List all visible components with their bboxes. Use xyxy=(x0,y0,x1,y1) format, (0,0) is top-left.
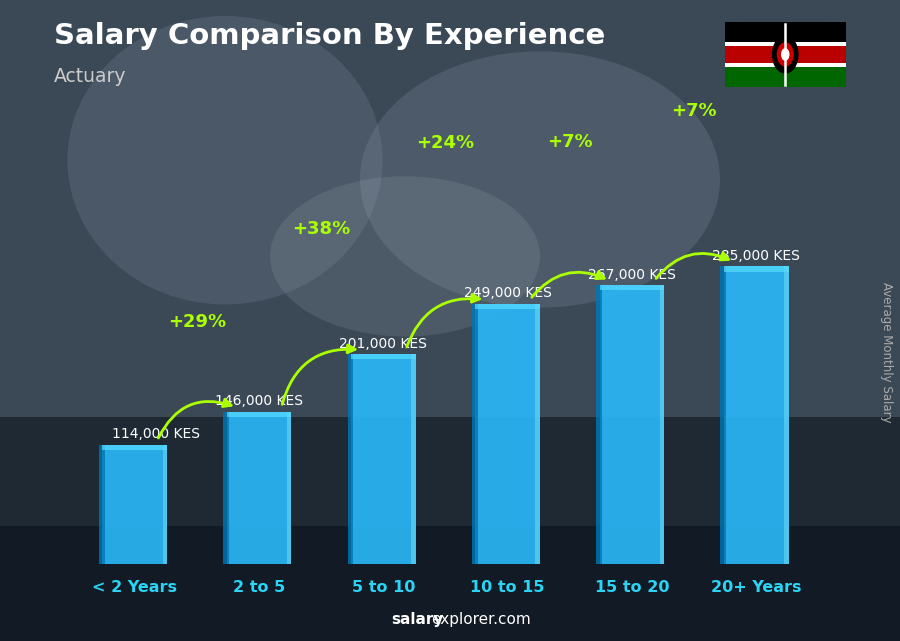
Text: 201,000 KES: 201,000 KES xyxy=(339,337,428,351)
Bar xyxy=(536,304,540,564)
Bar xyxy=(347,354,354,564)
Bar xyxy=(596,285,602,564)
Bar xyxy=(411,354,416,564)
Bar xyxy=(784,266,788,564)
Text: Actuary: Actuary xyxy=(54,67,127,87)
Bar xyxy=(724,22,846,44)
Text: 20+ Years: 20+ Years xyxy=(711,581,802,595)
Ellipse shape xyxy=(777,42,794,67)
Ellipse shape xyxy=(772,35,798,74)
Bar xyxy=(103,445,167,451)
Text: Average Monthly Salary: Average Monthly Salary xyxy=(880,282,893,423)
Bar xyxy=(660,285,664,564)
Text: < 2 Years: < 2 Years xyxy=(93,581,177,595)
Text: +24%: +24% xyxy=(417,134,474,152)
Text: 10 to 15: 10 to 15 xyxy=(471,581,544,595)
Bar xyxy=(724,65,846,87)
Bar xyxy=(223,412,230,564)
Bar xyxy=(0,0,900,417)
Text: Salary Comparison By Experience: Salary Comparison By Experience xyxy=(54,22,605,51)
Text: 146,000 KES: 146,000 KES xyxy=(215,394,303,408)
Bar xyxy=(599,285,664,564)
Text: +7%: +7% xyxy=(671,103,717,121)
Bar xyxy=(475,304,540,564)
Text: 15 to 20: 15 to 20 xyxy=(595,581,670,595)
Bar xyxy=(351,354,416,564)
Text: 114,000 KES: 114,000 KES xyxy=(112,428,201,442)
Text: 249,000 KES: 249,000 KES xyxy=(464,287,552,301)
Bar xyxy=(475,304,540,310)
Text: 285,000 KES: 285,000 KES xyxy=(712,249,800,263)
Bar xyxy=(472,304,478,564)
Bar xyxy=(724,63,846,67)
Bar xyxy=(724,266,788,564)
Bar xyxy=(724,266,788,272)
Bar xyxy=(0,417,900,641)
Text: 5 to 10: 5 to 10 xyxy=(352,581,415,595)
Bar xyxy=(287,412,292,564)
Bar xyxy=(724,42,846,46)
Text: +29%: +29% xyxy=(168,313,226,331)
Bar xyxy=(599,285,664,290)
Ellipse shape xyxy=(270,176,540,337)
Text: +7%: +7% xyxy=(547,133,592,151)
Ellipse shape xyxy=(68,16,382,304)
Bar xyxy=(0,526,900,641)
Ellipse shape xyxy=(781,48,789,61)
Text: 2 to 5: 2 to 5 xyxy=(233,581,285,595)
Bar xyxy=(99,445,104,564)
Text: salary: salary xyxy=(392,612,444,627)
Bar xyxy=(227,412,292,564)
Bar xyxy=(351,354,416,360)
Bar xyxy=(163,445,167,564)
Text: 267,000 KES: 267,000 KES xyxy=(588,267,676,281)
Bar xyxy=(720,266,726,564)
Bar xyxy=(227,412,292,417)
Bar xyxy=(103,445,167,564)
Bar xyxy=(724,44,846,65)
Text: +38%: +38% xyxy=(292,220,350,238)
Text: explorer.com: explorer.com xyxy=(431,612,531,627)
Ellipse shape xyxy=(360,51,720,308)
